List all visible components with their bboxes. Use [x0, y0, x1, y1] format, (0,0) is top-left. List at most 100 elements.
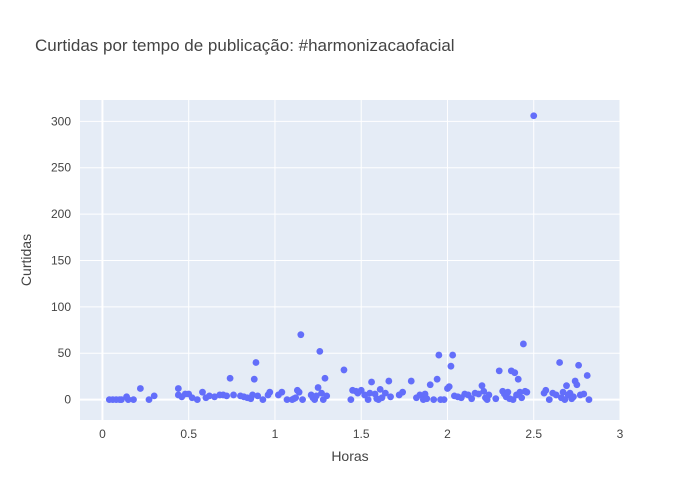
- gridlines: [80, 100, 621, 420]
- data-point: [556, 359, 564, 366]
- data-point: [376, 385, 384, 393]
- data-point: [523, 388, 531, 396]
- data-point: [124, 396, 132, 403]
- data-point: [297, 331, 305, 339]
- data-point: [570, 393, 577, 401]
- data-point: [423, 395, 431, 403]
- data-point: [252, 359, 260, 366]
- data-point: [366, 389, 374, 397]
- data-point: [323, 392, 331, 400]
- data-point: [580, 390, 588, 398]
- data-point: [445, 383, 453, 391]
- data-point: [223, 392, 231, 400]
- x-tick-label: 3: [617, 427, 624, 441]
- data-point: [430, 396, 438, 403]
- data-point: [559, 388, 567, 396]
- data-point: [399, 388, 407, 396]
- data-point: [542, 386, 550, 394]
- data-point: [478, 382, 486, 390]
- data-point: [136, 385, 144, 392]
- x-tick-label: 0: [99, 427, 106, 441]
- y-tick-label: 50: [58, 346, 72, 360]
- data-point: [561, 396, 569, 403]
- data-point: [426, 381, 434, 389]
- data-point: [514, 375, 522, 383]
- data-point: [583, 372, 591, 379]
- data-point: [385, 377, 393, 385]
- data-point: [340, 366, 348, 374]
- y-tick-label: 300: [51, 114, 71, 128]
- x-tick-label: 2.5: [525, 427, 542, 441]
- data-point: [492, 395, 500, 403]
- data-point: [145, 396, 153, 403]
- data-point: [318, 389, 325, 397]
- data-point: [475, 390, 482, 398]
- data-point: [449, 351, 457, 359]
- data-point: [440, 396, 448, 403]
- data-point: [174, 385, 182, 392]
- y-axis-title: Curtidas: [18, 234, 34, 286]
- data-point: [480, 387, 488, 395]
- data-point: [495, 367, 503, 375]
- data-point: [211, 393, 218, 401]
- data-point: [468, 395, 476, 403]
- data-point: [361, 391, 369, 399]
- data-point: [357, 386, 365, 394]
- data-point: [509, 396, 517, 403]
- data-point: [278, 388, 286, 396]
- data-point: [130, 396, 137, 403]
- data-point: [292, 394, 300, 402]
- data-point: [283, 396, 291, 403]
- data-point: [266, 388, 274, 396]
- data-point: [585, 396, 593, 403]
- data-point: [312, 392, 320, 400]
- data-point: [435, 351, 443, 359]
- y-tick-label: 150: [51, 253, 71, 267]
- data-point: [518, 394, 526, 402]
- data-point: [316, 347, 324, 355]
- data-point: [378, 394, 386, 402]
- data-point: [511, 369, 519, 377]
- data-points: [105, 112, 593, 403]
- data-point: [519, 340, 527, 348]
- x-tick-label: 1.5: [353, 427, 370, 441]
- data-point: [150, 392, 158, 400]
- y-tick-labels: 0 50 100 150 200 250 300: [51, 114, 71, 406]
- data-point: [295, 388, 303, 396]
- x-tick-label: 2: [444, 427, 451, 441]
- data-point: [530, 112, 538, 120]
- data-point: [347, 396, 355, 403]
- data-point: [368, 378, 375, 386]
- data-point: [249, 391, 256, 399]
- data-point: [188, 394, 196, 402]
- data-point: [118, 396, 125, 403]
- data-point: [407, 377, 415, 385]
- y-tick-label: 0: [64, 393, 71, 407]
- data-point: [381, 389, 389, 397]
- data-point: [364, 396, 372, 403]
- y-tick-label: 100: [51, 300, 71, 314]
- data-point: [552, 391, 560, 399]
- data-point: [575, 361, 582, 369]
- data-point: [516, 388, 524, 396]
- data-point: [199, 388, 206, 396]
- y-tick-label: 250: [51, 161, 71, 175]
- data-point: [259, 396, 267, 403]
- data-point: [545, 396, 553, 403]
- x-tick-labels: 0 0.5 1 1.5 2 2.5 3: [99, 427, 624, 441]
- data-point: [299, 396, 306, 403]
- data-point: [447, 362, 455, 370]
- x-tick-label: 0.5: [180, 427, 197, 441]
- data-point: [573, 381, 581, 389]
- data-point: [504, 388, 512, 396]
- data-point: [321, 374, 329, 382]
- data-point: [485, 391, 493, 399]
- data-point: [230, 391, 237, 399]
- data-point: [387, 393, 394, 401]
- x-axis-title: Horas: [331, 448, 368, 464]
- y-tick-label: 200: [51, 207, 71, 221]
- data-point: [314, 384, 322, 391]
- data-point: [193, 396, 201, 403]
- data-point: [416, 391, 424, 399]
- data-point: [433, 375, 441, 383]
